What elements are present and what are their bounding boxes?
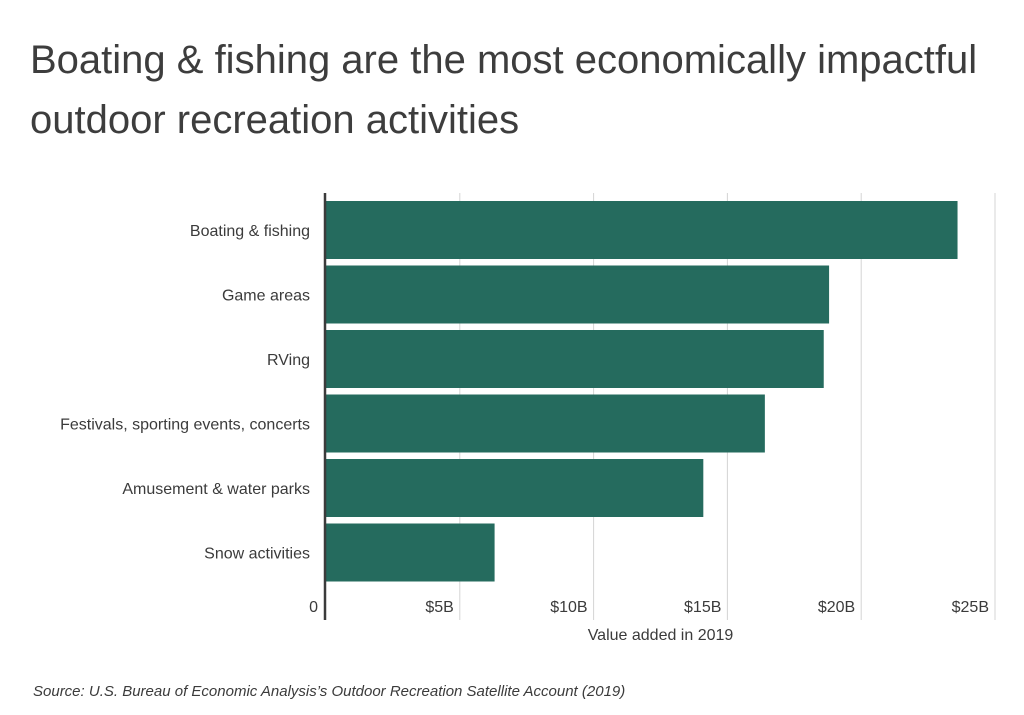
- category-label-2: RVing: [267, 352, 310, 369]
- x-axis-title: Value added in 2019: [588, 627, 734, 644]
- category-label-5: Snow activities: [204, 546, 310, 563]
- category-label-0: Boating & fishing: [190, 223, 310, 240]
- bar-5: [326, 523, 495, 582]
- tick-label-5: $25B: [952, 599, 989, 616]
- tick-label-2: $10B: [550, 599, 587, 616]
- tick-label-0: 0: [309, 599, 318, 616]
- category-label-4: Amusement & water parks: [122, 481, 310, 498]
- bars: [326, 201, 958, 582]
- x-axis-ticks: 0 $5B $10B $15B $20B $25B: [309, 599, 989, 616]
- tick-label-4: $20B: [818, 599, 855, 616]
- bar-1: [326, 265, 830, 324]
- source-note: Source: U.S. Bureau of Economic Analysis…: [33, 683, 626, 700]
- bar-2: [326, 330, 824, 388]
- tick-label-1: $5B: [425, 599, 453, 616]
- bar-4: [326, 459, 704, 517]
- bar-0: [326, 201, 958, 259]
- bar-3: [326, 394, 765, 453]
- tick-label-3: $15B: [684, 599, 721, 616]
- category-labels: Boating & fishing Game areas RVing Festival…: [60, 223, 310, 563]
- chart-title: Boating & fishing are the most economica…: [30, 38, 978, 142]
- category-label-3: Festivals, sporting events, concerts: [60, 417, 310, 434]
- category-label-1: Game areas: [222, 288, 310, 305]
